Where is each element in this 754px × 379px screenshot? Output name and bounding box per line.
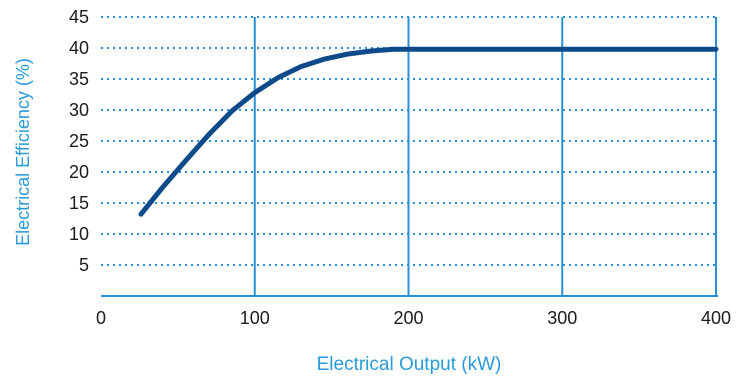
x-tick-label: 400	[701, 308, 731, 328]
x-tick-label: 300	[547, 308, 577, 328]
y-tick-label: 40	[69, 38, 89, 58]
x-axis-title: Electrical Output (kW)	[317, 354, 502, 375]
y-tick-label: 5	[79, 255, 89, 275]
y-tick-label: 20	[69, 162, 89, 182]
y-tick-label: 30	[69, 100, 89, 120]
y-tick-labels: 5 10 15 20 25 30 35 40 45	[69, 7, 89, 275]
y-tick-label: 45	[69, 7, 89, 27]
y-axis-title: Electrical Efficiency (%)	[13, 58, 33, 246]
y-tick-label: 25	[69, 131, 89, 151]
x-tick-labels: 0 100 200 300 400	[96, 308, 731, 328]
x-tick-label: 100	[240, 308, 270, 328]
y-tick-label: 15	[69, 193, 89, 213]
vertical-gridlines	[253, 17, 717, 296]
x-tick-label: 0	[96, 308, 106, 328]
y-tick-label: 10	[69, 224, 89, 244]
y-tick-label: 35	[69, 69, 89, 89]
x-tick-label: 200	[393, 308, 423, 328]
series-line	[138, 46, 719, 217]
